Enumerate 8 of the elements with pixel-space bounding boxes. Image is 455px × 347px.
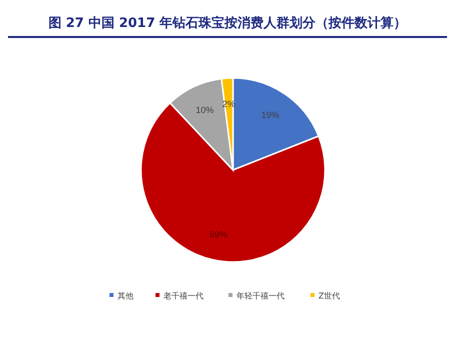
legend-label: 年轻千禧一代 — [236, 292, 284, 300]
data-label: 19% — [261, 110, 280, 120]
legend-label: 其他 — [118, 292, 134, 300]
legend-label: Z世代 — [318, 292, 340, 300]
chart-title: 图 27 中国 2017 年钻石珠宝按消费人群划分（按件数计算） — [48, 15, 407, 31]
data-label: 10% — [196, 105, 214, 116]
data-label: 69% — [210, 230, 228, 240]
legend-label: 老千禧一代 — [164, 292, 204, 300]
